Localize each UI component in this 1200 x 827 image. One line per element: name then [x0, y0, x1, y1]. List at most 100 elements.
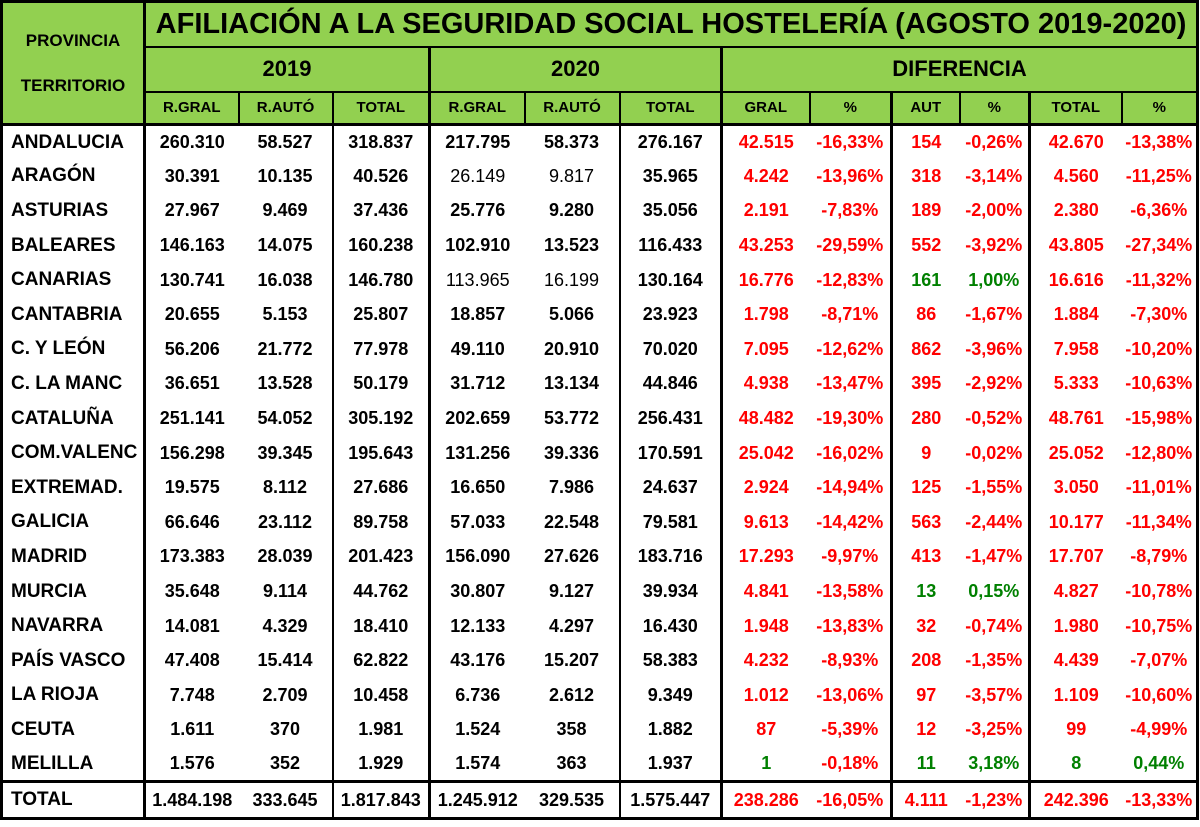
value-2020-cell: 329.535 — [524, 780, 621, 819]
table-row: GALICIA 66.646 23.112 89.758 57.033 22.548 79.… — [1, 505, 1198, 540]
province-label: CANTABRIA — [1, 297, 146, 333]
diff-value-cell: -16,33% — [809, 124, 893, 160]
diff-value-cell: 4.827 — [1053, 581, 1099, 602]
province-label: COM.VALENC — [1, 435, 146, 471]
value-2020-cell: 113.965 — [445, 269, 510, 290]
value-2019-cell: 18.410 — [332, 608, 431, 644]
value-2019-cell: 4.329 — [238, 608, 334, 644]
diff-value-cell: 43.253 — [738, 235, 794, 256]
value-2020-cell: 35.056 — [619, 193, 723, 229]
diff-value-cell: 12 — [916, 719, 937, 740]
diff-value-cell: -7,30% — [1130, 304, 1188, 325]
col-header-aut-dif: AUT — [890, 90, 961, 126]
diff-value-cell: -0,18% — [809, 747, 893, 782]
value-2019-cell: 7.748 — [169, 684, 215, 705]
diff-value-cell: -13,06% — [809, 678, 893, 713]
table-row: ASTURIAS 27.967 9.469 37.436 25.776 9.280 35.0… — [1, 193, 1198, 229]
value-2020-cell: 217.795 — [445, 132, 511, 153]
value-2019-cell: 10.458 — [332, 678, 431, 713]
diff-value-cell: -13,83% — [809, 608, 893, 644]
diff-value-cell: 13 — [916, 581, 937, 602]
diff-value-cell: 552 — [911, 235, 942, 256]
diff-value-cell: 25.042 — [738, 442, 794, 463]
value-2020-cell: 1.882 — [619, 712, 723, 748]
value-2019-cell: 58.527 — [238, 124, 334, 160]
table-row: CEUTA 1.611 370 1.981 1.524 358 1.882 87 -5,39% 1… — [1, 712, 1198, 748]
diff-value-cell: 9.613 — [743, 511, 789, 532]
value-2020-cell: 58.383 — [619, 643, 723, 678]
value-2019-cell: 260.310 — [159, 132, 225, 153]
diff-value-cell: -12,62% — [809, 332, 893, 367]
value-2020-cell: 363 — [524, 747, 621, 782]
diff-value-cell: 9 — [921, 442, 932, 463]
diff-value-cell: 0,15% — [959, 574, 1031, 609]
table-row: MURCIA 35.648 9.114 44.762 30.807 9.127 39.934… — [1, 574, 1198, 609]
diff-value-cell: 16.776 — [738, 269, 794, 290]
diff-value-cell: 2.924 — [743, 477, 789, 498]
diff-value-cell: -11,01% — [1125, 477, 1192, 498]
province-label: EXTREMAD. — [1, 470, 146, 506]
diff-value-cell: 1.948 — [743, 615, 789, 636]
value-2020-cell: 9.349 — [619, 678, 723, 713]
diff-value-cell: 1.012 — [743, 684, 789, 705]
value-2020-cell: 57.033 — [450, 511, 506, 532]
group-header-diferencia: DIFERENCIA — [721, 46, 1198, 93]
value-2019-cell: 40.526 — [332, 159, 431, 194]
value-2020-cell: 79.581 — [619, 505, 723, 540]
province-label: C. Y LEÓN — [1, 332, 146, 367]
value-2020-cell: 12.133 — [450, 615, 506, 636]
value-2019-cell: 20.655 — [164, 304, 220, 325]
col-header-total-dif: TOTAL — [1028, 90, 1123, 126]
diff-value-cell: 42.670 — [1048, 132, 1104, 153]
diff-value-cell: -2,00% — [959, 193, 1031, 229]
corner-line-provincia: PROVINCIA — [25, 30, 121, 50]
table-row: C. LA MANC 36.651 13.528 50.179 31.712 13.134… — [1, 366, 1198, 402]
table-row: ARAGÓN 30.391 10.135 40.526 26.149 9.817 35.96… — [1, 159, 1198, 194]
diff-value-cell: -13,38% — [1125, 132, 1193, 153]
diff-value-cell: 99 — [1066, 719, 1087, 740]
value-2019-cell: 156.298 — [159, 442, 225, 463]
value-2020-cell: 44.846 — [619, 366, 723, 402]
value-2019-cell: 14.075 — [238, 228, 334, 263]
diff-value-cell: -13,33% — [1121, 780, 1198, 819]
col-header-total-pct: % — [1120, 90, 1199, 126]
value-2020-cell: 43.176 — [450, 650, 506, 671]
diff-value-cell: -1,67% — [959, 297, 1031, 333]
table-row: CANTABRIA 20.655 5.153 25.807 18.857 5.066 23.… — [1, 297, 1198, 333]
col-header-rgral-2020: R.GRAL — [428, 90, 526, 126]
value-2019-cell: 352 — [238, 747, 334, 782]
diff-value-cell: 154 — [911, 132, 942, 153]
diff-value-cell: -8,93% — [809, 643, 893, 678]
group-header-2019: 2019 — [144, 46, 431, 93]
value-2019-cell: 1.929 — [332, 747, 431, 782]
diff-value-cell: -0,26% — [959, 124, 1031, 160]
diff-value-cell: 8 — [1071, 753, 1082, 774]
value-2020-cell: 39.934 — [619, 574, 723, 609]
diff-value-cell: 25.052 — [1048, 442, 1104, 463]
value-2020-cell: 16.650 — [450, 477, 506, 498]
value-2019-cell: 35.648 — [164, 581, 220, 602]
col-header-gral-dif: GRAL — [720, 90, 811, 126]
col-header-rauto-2019: R.AUTÓ — [237, 90, 334, 126]
value-2020-cell: 276.167 — [619, 124, 723, 160]
province-label: MADRID — [1, 539, 146, 575]
diff-value-cell: -29,59% — [809, 228, 893, 263]
province-label: ARAGÓN — [1, 159, 146, 194]
diff-value-cell: 97 — [916, 684, 937, 705]
diff-value-cell: 86 — [916, 304, 937, 325]
province-label: C. LA MANC — [1, 366, 146, 402]
value-2020-cell: 170.591 — [619, 435, 723, 471]
value-2019-cell: 9.114 — [238, 574, 334, 609]
value-2020-cell: 5.066 — [524, 297, 621, 333]
province-label: CATALUÑA — [1, 401, 146, 436]
value-2020-cell: 4.297 — [524, 608, 621, 644]
value-2020-cell: 70.020 — [619, 332, 723, 367]
total-label: TOTAL — [1, 780, 146, 819]
diff-value-cell: 4.242 — [743, 165, 789, 186]
table-row: MADRID 173.383 28.039 201.423 156.090 27.626 1… — [1, 539, 1198, 575]
value-2019-cell: 27.686 — [332, 470, 431, 506]
diff-value-cell: -9,97% — [809, 539, 893, 575]
value-2019-cell: 89.758 — [332, 505, 431, 540]
diff-value-cell: -10,75% — [1125, 615, 1193, 636]
diff-value-cell: -27,34% — [1125, 235, 1193, 256]
